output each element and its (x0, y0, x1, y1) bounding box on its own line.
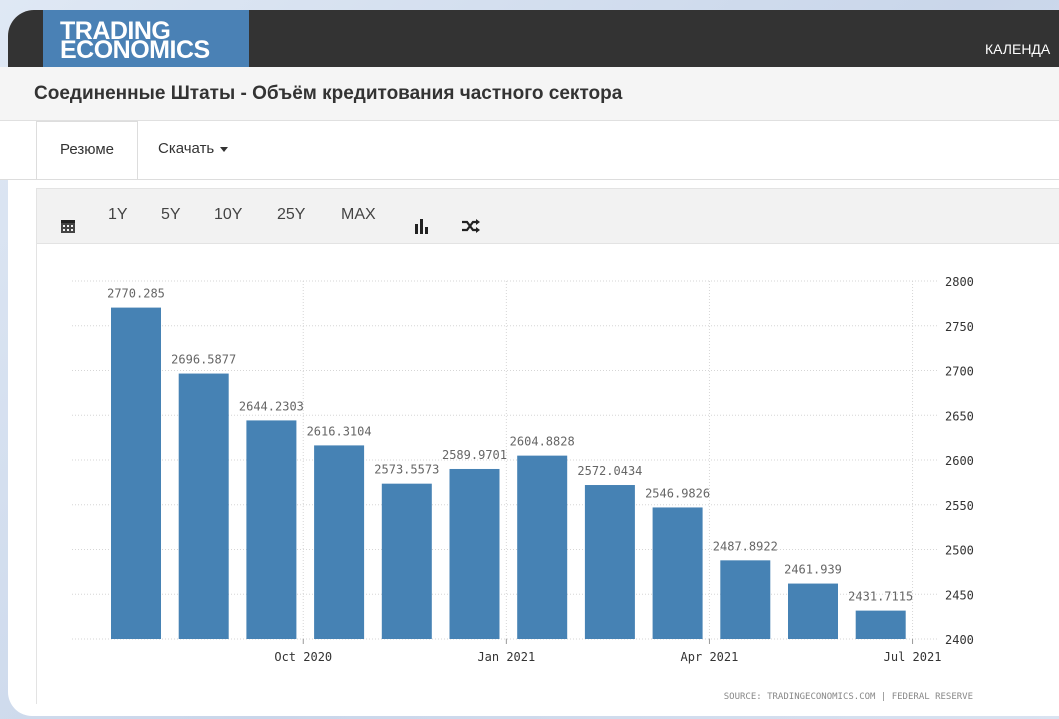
y-tick-label: 2600 (945, 454, 974, 468)
nav-calendar-link[interactable]: КАЛЕНДА (985, 41, 1051, 57)
bar-value-label: 2644.2303 (239, 399, 304, 413)
x-tick-label: Apr 2021 (681, 650, 739, 664)
bar-value-label: 2696.5877 (171, 353, 236, 367)
range-max-button[interactable]: MAX (341, 206, 376, 223)
tabs-row (0, 121, 1059, 180)
bar-2021-04[interactable] (652, 507, 703, 639)
logo-line-2: ECONOMICS (60, 36, 210, 64)
range-5y-button[interactable]: 5Y (161, 206, 181, 223)
tab-download[interactable]: Скачать (158, 140, 229, 157)
chart-area (36, 244, 1059, 704)
tab-summary[interactable]: Резюме (36, 121, 138, 179)
top-navbar: TRADING ECONOMICS КАЛЕНДА (8, 10, 1059, 77)
bar-2021-06[interactable] (788, 583, 838, 639)
range-1y-button[interactable]: 1Y (108, 206, 128, 223)
y-tick-label: 2650 (945, 409, 974, 423)
bar-value-label: 2461.939 (784, 563, 842, 577)
site-logo[interactable]: TRADING ECONOMICS (43, 10, 249, 77)
bar-value-label: 2487.8922 (713, 539, 778, 553)
bar-chart-icon[interactable] (413, 218, 431, 234)
page-title: Соединенные Штаты - Объём кредитования ч… (34, 83, 623, 104)
range-10y-button[interactable]: 10Y (214, 206, 243, 223)
calendar-icon[interactable] (60, 218, 76, 234)
y-tick-label: 2500 (945, 544, 974, 558)
x-tick-label: Jul 2021 (884, 650, 942, 664)
bar-2021-03[interactable] (584, 485, 635, 639)
range-25y-button[interactable]: 25Y (277, 206, 306, 223)
y-tick-label: 2400 (945, 633, 974, 647)
bar-value-label: 2573.5573 (374, 463, 439, 477)
y-tick-label: 2750 (945, 320, 974, 334)
bar-value-label: 2604.8828 (510, 435, 575, 449)
bar-value-label: 2589.9701 (442, 448, 507, 462)
bar-2021-05[interactable] (720, 560, 771, 639)
chart-source: SOURCE: TRADINGECONOMICS.COM | FEDERAL R… (724, 692, 973, 702)
bar-value-label: 2546.9826 (645, 486, 710, 500)
bar-value-label: 2431.7115 (848, 590, 913, 604)
caret-down-icon (220, 146, 229, 152)
bar-2020-11[interactable] (314, 445, 365, 639)
x-tick-label: Jan 2021 (477, 650, 535, 664)
bar-2021-01[interactable] (449, 468, 500, 639)
y-tick-label: 2450 (945, 588, 974, 602)
bar-2020-08[interactable] (111, 307, 161, 639)
x-tick-label: Oct 2020 (274, 650, 332, 664)
logo-line-1: TRADING (60, 17, 171, 45)
title-bar (0, 67, 1059, 121)
tab-download-label: Скачать (158, 140, 215, 157)
bar-2020-12[interactable] (381, 483, 432, 639)
bar-2020-10[interactable] (246, 420, 297, 639)
bar-2021-02[interactable] (517, 455, 568, 639)
bar-value-label: 2770.285 (107, 287, 165, 301)
chart-toolbar (36, 188, 1059, 244)
bar-2021-07[interactable] (855, 610, 906, 639)
y-tick-label: 2700 (945, 365, 974, 379)
y-tick-label: 2800 (945, 275, 974, 289)
shuffle-icon[interactable] (461, 218, 481, 234)
y-tick-label: 2550 (945, 499, 974, 513)
bar-value-label: 2572.0434 (577, 464, 642, 478)
bar-value-label: 2616.3104 (307, 424, 372, 438)
bar-2020-09[interactable] (178, 373, 229, 639)
